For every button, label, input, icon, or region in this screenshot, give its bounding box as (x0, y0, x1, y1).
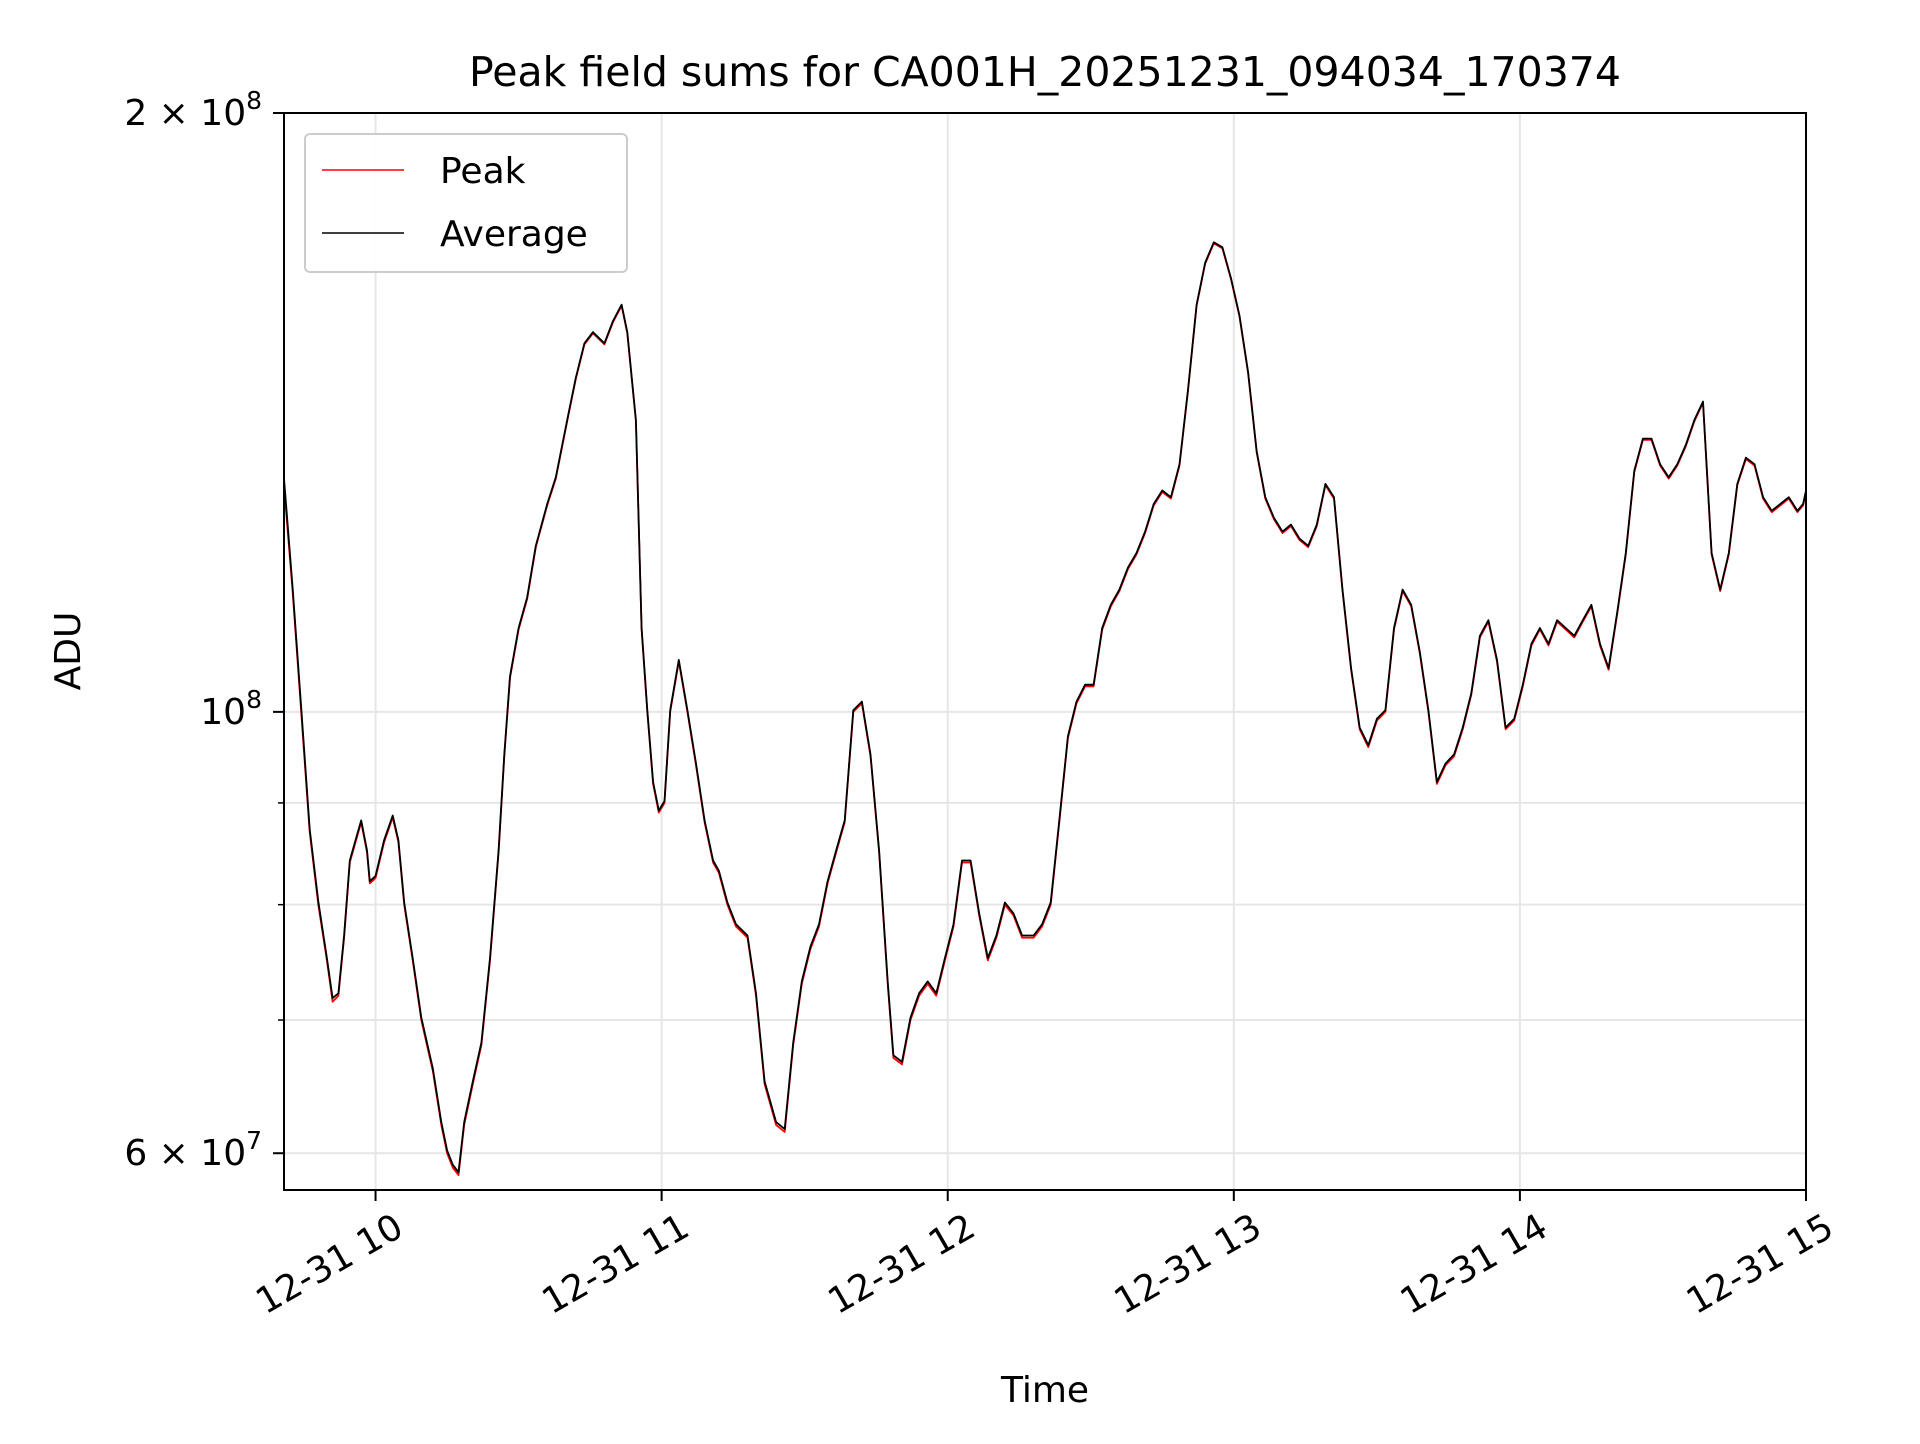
y-tick-base: 2 × 10 (124, 93, 246, 134)
legend-label-average: Average (440, 214, 588, 255)
y-tick-exponent: 8 (246, 86, 262, 115)
y-axis-label: ADU (48, 612, 89, 691)
y-tick-exponent: 8 (246, 685, 262, 714)
x-axis-label: Time (1000, 1370, 1089, 1411)
legend-box (304, 133, 628, 273)
legend: Peak Average (304, 133, 628, 273)
y-tick-exponent: 7 (246, 1126, 262, 1155)
series-line-average (284, 241, 1806, 1174)
chart-title: Peak field sums for CA001H_20251231_0940… (469, 48, 1621, 96)
legend-label-peak: Peak (440, 151, 526, 192)
y-tick-label: 2 × 108 (124, 86, 262, 134)
y-tick-base: 10 (200, 692, 246, 733)
y-tick-label: 6 × 107 (124, 1126, 262, 1174)
series-lines (284, 241, 1806, 1176)
plot-frame (283, 112, 1807, 1191)
y-tick-label: 108 (200, 685, 262, 733)
y-tick-base: 6 × 10 (124, 1133, 246, 1174)
